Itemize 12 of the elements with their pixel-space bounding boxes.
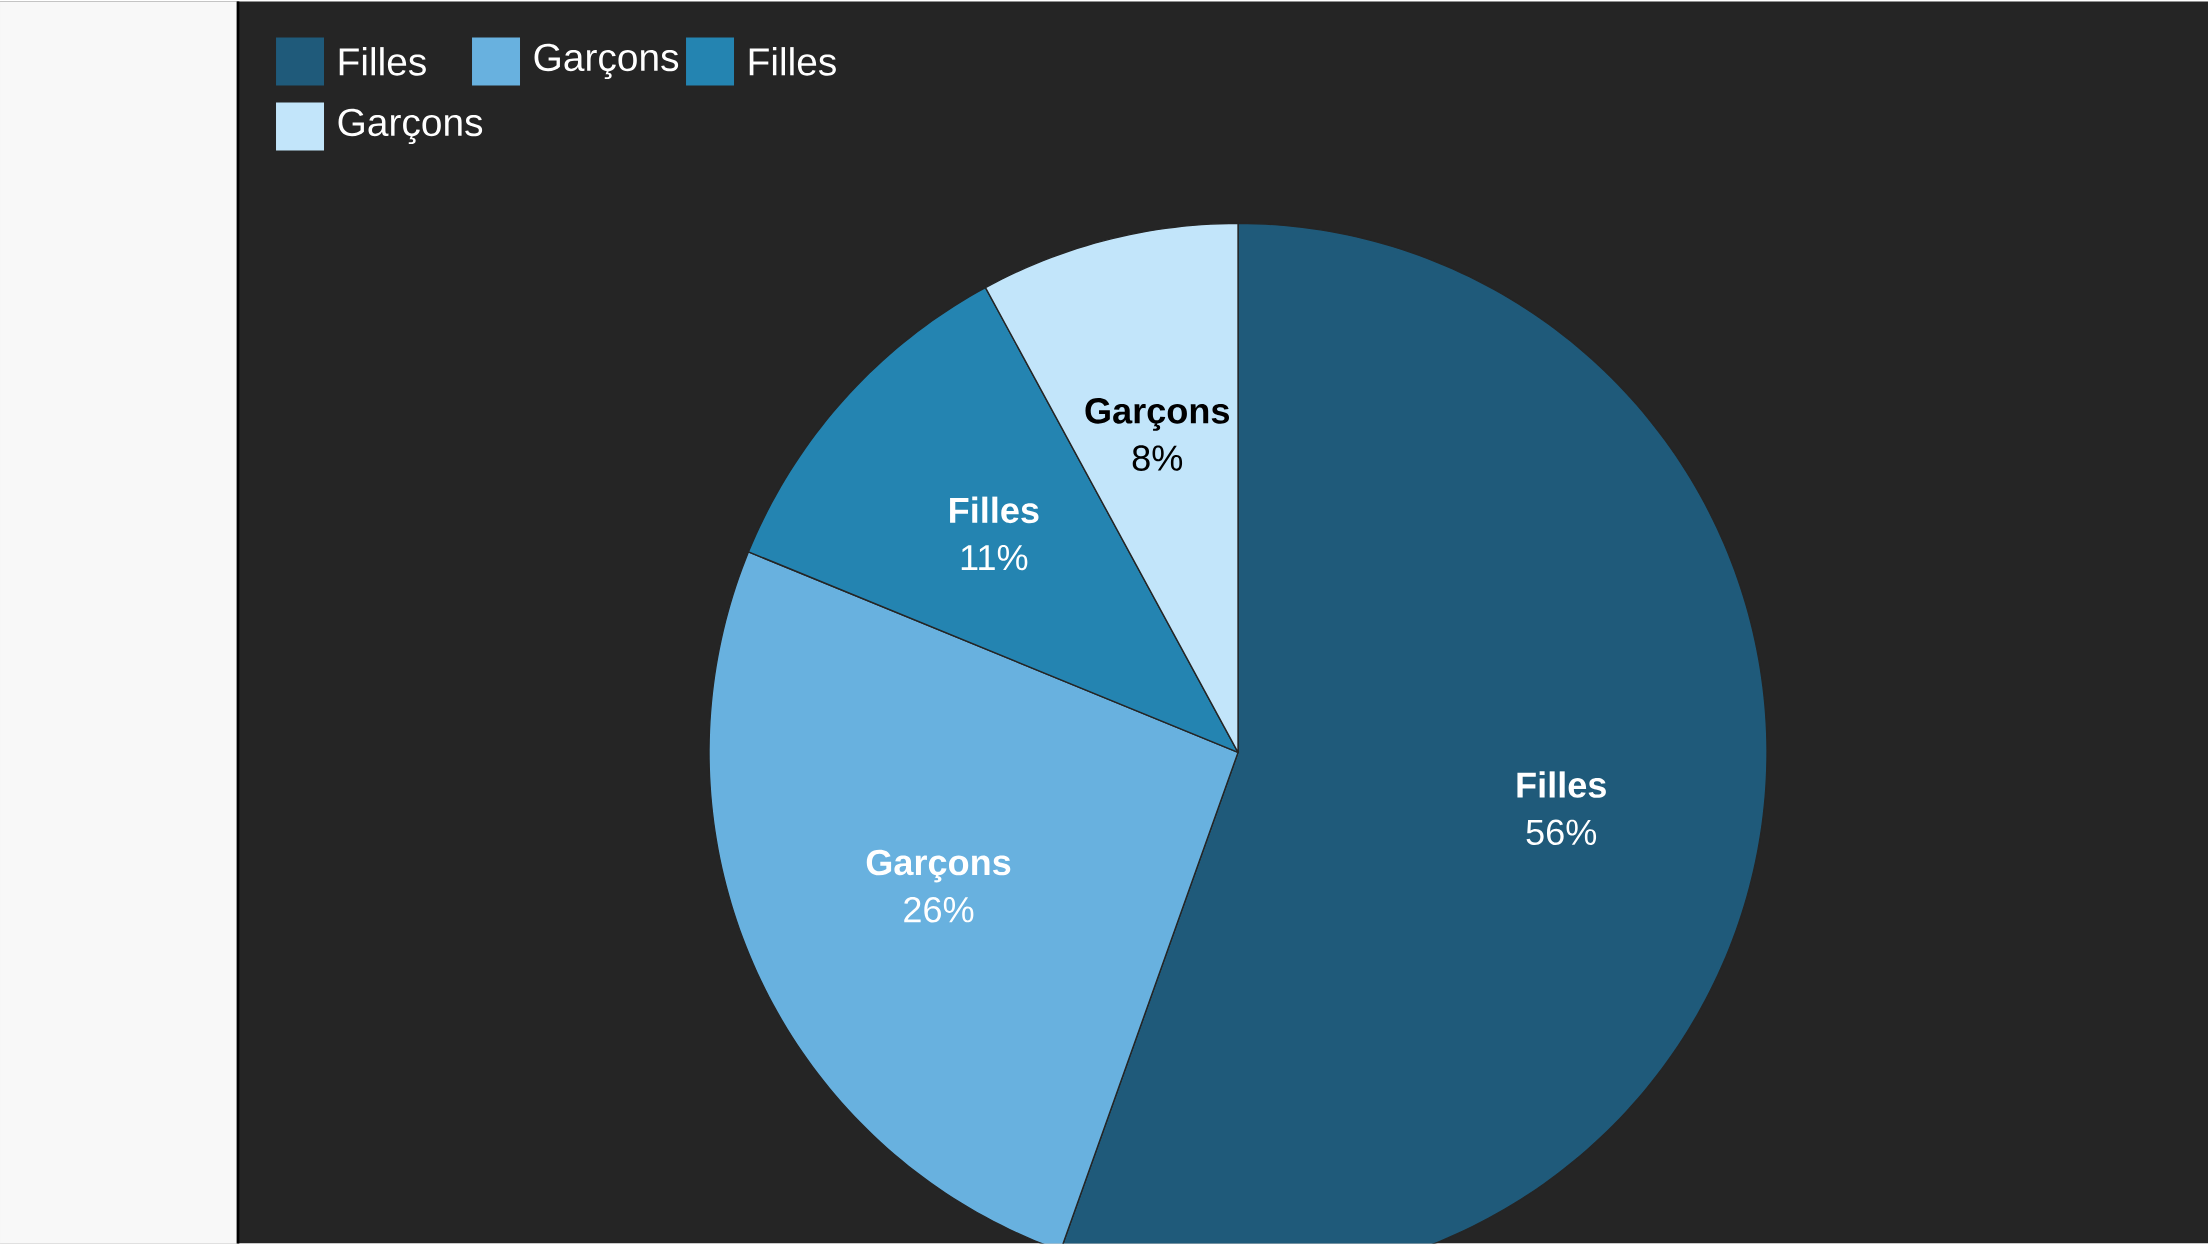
- data-label: 8%: [1132, 445, 1183, 471]
- data-label: 56%: [1526, 819, 1597, 846]
- slice-label: Garçons: [866, 849, 1011, 883]
- slice-label: Garçons: [1085, 398, 1230, 431]
- legend-label: Filles: [749, 47, 836, 76]
- data-label: 26%: [904, 897, 974, 923]
- legend-label: Garçons: [338, 108, 483, 145]
- legend-label: Filles: [339, 47, 426, 76]
- slice-label: Filles: [1517, 771, 1606, 798]
- slice-label: Filles: [950, 496, 1039, 524]
- legend-label: Garçons: [534, 43, 679, 80]
- data-label: 11%: [961, 545, 1028, 571]
